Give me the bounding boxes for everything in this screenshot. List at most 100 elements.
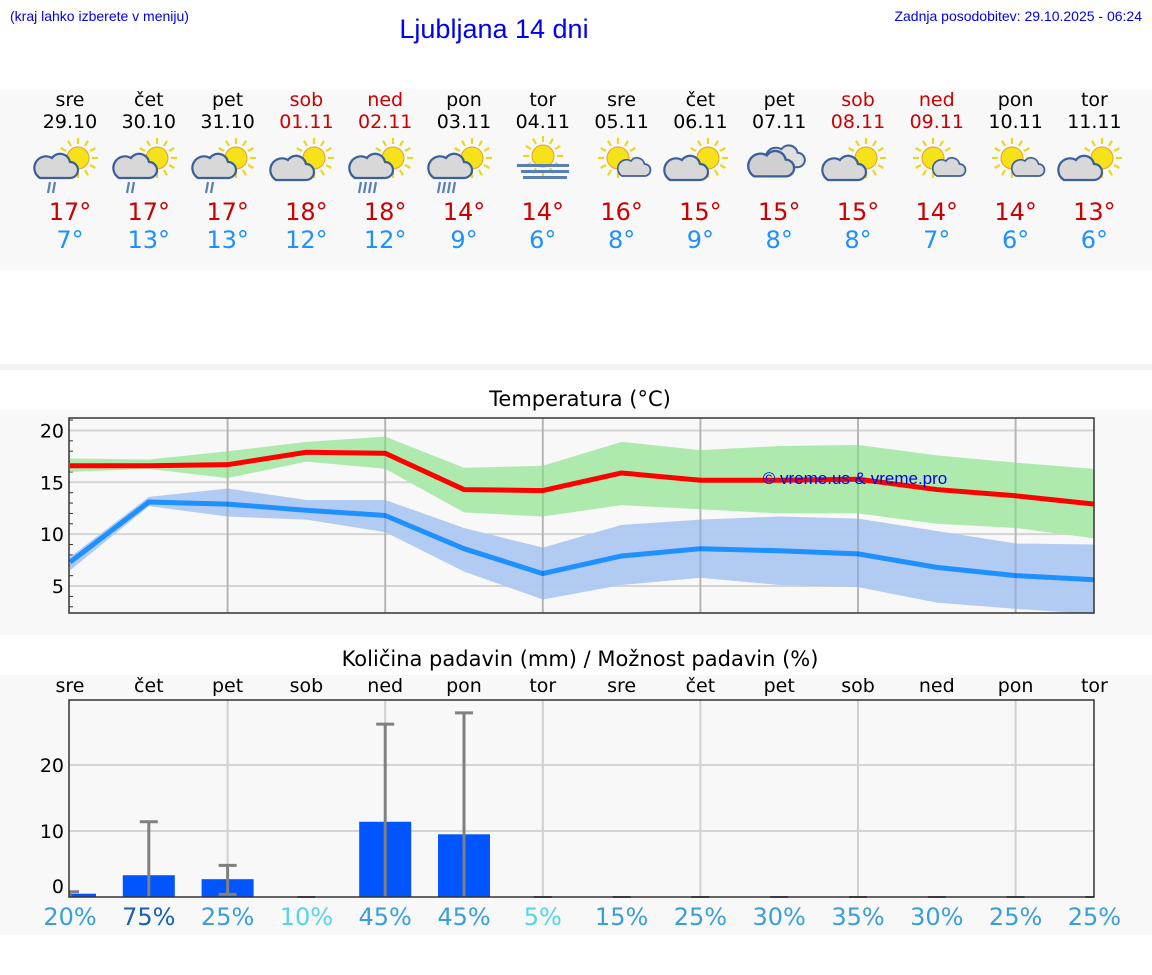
day-date: 08.11 — [830, 111, 886, 133]
plot-frame — [68, 699, 1095, 898]
sun-small-cloud-icon — [897, 136, 977, 196]
max-temp: 17° — [127, 198, 171, 226]
min-temp-line — [68, 499, 1095, 583]
sun-small-cloud-icon — [976, 136, 1056, 196]
min-temp: 7° — [56, 226, 84, 254]
sun-small-cloud-icon — [582, 136, 662, 196]
sun-cloud-icon — [660, 136, 740, 196]
cloud-icon — [348, 152, 395, 180]
max-temp-line — [70, 449, 1095, 507]
day-date: 03.11 — [436, 111, 492, 133]
min-temp: 9° — [686, 226, 715, 254]
min-temp: 13° — [127, 226, 171, 254]
forecast-strip — [0, 90, 1152, 270]
cloud-icon — [616, 157, 651, 177]
day-date: 30.10 — [121, 111, 176, 133]
precip-probability: 25% — [200, 903, 255, 931]
precip-probability: 25% — [1067, 903, 1122, 931]
x-tick-label: sob — [289, 675, 324, 697]
rain-icon — [204, 181, 214, 194]
sun-cloud-icon — [818, 136, 898, 196]
min-temp: 6° — [529, 226, 557, 254]
x-tick-label: sre — [55, 675, 85, 697]
y-tick-label: 20 — [40, 755, 64, 777]
precip-probability: 30% — [910, 903, 964, 931]
precip-probability: 10% — [279, 903, 334, 931]
y-tick-label: 0 — [52, 876, 64, 898]
min-temp: 8° — [844, 226, 872, 254]
cloud-icon — [747, 149, 796, 178]
location-menu-hint[interactable]: (kraj lahko izberete v meniju) — [10, 8, 189, 24]
sun-cloud-heavy-rain-icon — [424, 136, 504, 196]
sun-cloud-light-rain-icon — [109, 136, 189, 196]
max-temp: 15° — [757, 198, 801, 226]
day-name: pon — [997, 89, 1034, 111]
day-date: 04.11 — [515, 111, 570, 133]
x-tick-label: ned — [367, 675, 404, 697]
max-temp: 13° — [1073, 198, 1116, 226]
rain-icon — [358, 181, 378, 194]
min-temp: 12° — [363, 226, 407, 254]
max-temp: 18° — [363, 198, 407, 226]
max-temp: 14° — [915, 198, 959, 226]
cloudy-icon — [739, 136, 819, 196]
cloud-icon — [821, 154, 868, 182]
cloud-icon — [1010, 157, 1045, 177]
sun-cloud-heavy-rain-icon — [345, 136, 425, 196]
max-temp: 14° — [994, 198, 1037, 226]
min-temp: 7° — [923, 226, 951, 254]
day-date: 11.11 — [1067, 111, 1122, 133]
max-temp: 14° — [521, 198, 565, 226]
sun-cloud-light-rain-icon — [188, 136, 268, 196]
x-tick-label: pet — [211, 675, 244, 697]
precip-probability: 45% — [437, 903, 491, 931]
sun-cloud-light-rain-icon — [30, 136, 110, 196]
fog-icon — [516, 164, 569, 179]
day-name: pet — [763, 89, 795, 111]
max-temp-band — [70, 436, 1095, 539]
day-name: tor — [1080, 89, 1108, 111]
cloud-icon — [1057, 154, 1104, 182]
day-name: tor — [529, 89, 557, 111]
day-date: 10.11 — [988, 111, 1043, 133]
day-date: 09.11 — [909, 111, 964, 133]
precip-probability: 75% — [122, 903, 176, 931]
precip-probability: 35% — [831, 903, 885, 931]
cloud-icon — [663, 154, 710, 182]
x-tick-label: čet — [134, 675, 164, 697]
cloud-icon — [190, 152, 237, 180]
min-temp: 12° — [285, 226, 328, 254]
precip-probability: 25% — [988, 903, 1043, 931]
rain-icon — [436, 181, 457, 194]
temperature-chart-title: Temperatura (°C) — [489, 387, 671, 411]
min-temp: 8° — [607, 226, 636, 254]
max-temp: 18° — [285, 198, 328, 226]
precip-probability: 30% — [752, 903, 806, 931]
min-temp: 13° — [206, 226, 249, 254]
sun-fog-icon — [503, 136, 583, 196]
rain-icon — [125, 181, 135, 194]
cloud-icon — [931, 157, 967, 177]
divider — [0, 364, 1152, 370]
max-temp: 15° — [836, 198, 880, 226]
last-update: Zadnja posodobitev: 29.10.2025 - 06:24 — [894, 8, 1142, 24]
precip-probability: 5% — [523, 903, 562, 931]
day-date: 02.11 — [357, 111, 413, 133]
rain-icon — [46, 181, 57, 194]
min-temp: 6° — [1080, 226, 1109, 254]
watermark: © vreme.us & vreme.pro — [763, 469, 947, 488]
day-name: sre — [607, 89, 637, 111]
day-name: čet — [685, 89, 716, 111]
day-name: pon — [446, 89, 482, 111]
x-tick-label: tor — [1080, 675, 1108, 697]
day-name: pet — [211, 89, 244, 111]
max-temp: 15° — [679, 198, 722, 226]
day-date: 31.10 — [200, 111, 255, 133]
y-tick-label: 20 — [40, 420, 64, 442]
min-temp: 8° — [765, 226, 793, 254]
y-tick-label: 15 — [40, 472, 64, 494]
x-tick-label: pon — [997, 675, 1034, 697]
day-date: 07.11 — [751, 111, 807, 133]
x-tick-label: sre — [607, 675, 637, 697]
min-temp: 9° — [450, 226, 478, 254]
